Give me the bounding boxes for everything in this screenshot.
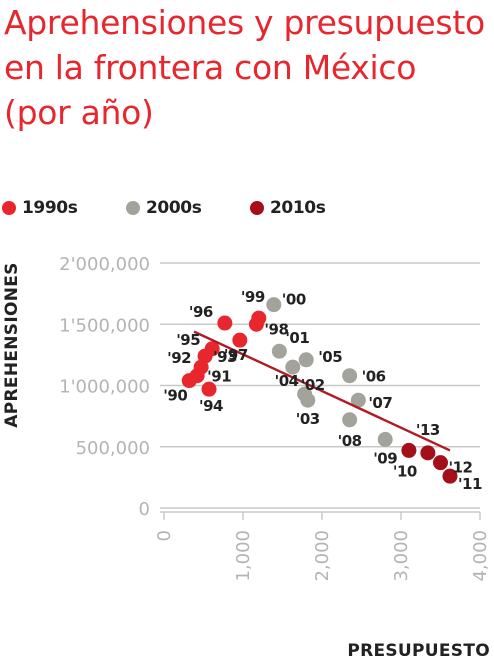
legend-marker-1990s	[2, 201, 16, 215]
point-label: '06	[362, 368, 386, 386]
data-point-2000s	[266, 297, 282, 313]
legend-label-2010s: 2010s	[270, 198, 326, 218]
legend-item-2000s: 2000s	[126, 195, 202, 221]
legend-marker-2010s	[250, 201, 264, 215]
legend: 1990s 2000s 2010s	[0, 195, 494, 221]
legend-item-2010s: 2010s	[250, 195, 326, 221]
legend-label-1990s: 1990s	[22, 198, 78, 218]
point-label: '05	[318, 348, 342, 366]
data-point-2000s	[342, 412, 358, 428]
data-point-1990s	[232, 332, 248, 348]
data-point-1990s	[204, 341, 220, 357]
point-label: '08	[338, 432, 362, 450]
point-label: '10	[393, 462, 417, 480]
data-point-2010s	[401, 442, 417, 458]
legend-label-2000s: 2000s	[146, 198, 202, 218]
data-point-2000s	[377, 431, 393, 447]
point-label: '99	[241, 288, 265, 306]
point-label: '92	[167, 349, 191, 367]
data-point-2000s	[285, 359, 301, 375]
data-point-2010s	[442, 468, 458, 484]
point-label: '13	[416, 421, 440, 439]
x-tick-label: 1,000	[233, 530, 254, 582]
x-tick-label: 3,000	[391, 530, 412, 582]
point-label: '94	[199, 397, 223, 415]
legend-item-1990s: 1990s	[2, 195, 78, 221]
data-point-1990s	[201, 381, 217, 397]
point-label: '97	[224, 346, 248, 364]
point-label: '02	[301, 376, 325, 394]
legend-marker-2000s	[126, 201, 140, 215]
point-label: '07	[368, 394, 392, 412]
data-point-2010s	[433, 455, 448, 471]
data-point-2000s	[350, 392, 366, 408]
y-axis-title: APREHENSIONES	[2, 262, 22, 427]
x-axis-title: PRESUPUESTO	[347, 641, 490, 660]
point-label: '01	[285, 329, 309, 347]
chart-title: Aprehensiones y presupuesto en la fronte…	[4, 3, 485, 132]
point-label: '98	[264, 320, 288, 338]
y-tick-label: 500,000	[76, 438, 150, 459]
point-label: '09	[373, 449, 397, 467]
point-label: '00	[282, 291, 306, 309]
point-label: '93	[213, 348, 237, 366]
point-label: '91	[207, 368, 231, 386]
point-label: '96	[189, 303, 213, 321]
trend-line	[193, 330, 451, 452]
y-tick-label: 1'500,000	[59, 315, 150, 336]
point-label: '11	[458, 475, 482, 493]
y-tick-label: 2'000,000	[59, 254, 150, 275]
x-tick-label: 4,000	[470, 530, 491, 582]
point-label: '90	[163, 387, 187, 405]
point-label: '12	[449, 459, 473, 477]
data-point-1990s	[251, 310, 267, 326]
data-point-2010s	[420, 445, 436, 461]
data-point-2000s	[297, 386, 313, 402]
point-label: '03	[296, 410, 320, 428]
point-label: '04	[275, 372, 299, 390]
data-point-2000s	[271, 343, 287, 359]
x-tick-label: 2,000	[312, 530, 333, 582]
data-point-2000s	[298, 352, 314, 368]
data-point-2000s	[342, 368, 358, 384]
y-tick-label: 1'000,000	[59, 377, 150, 398]
point-label: '95	[176, 331, 200, 349]
y-tick-label: 0	[139, 499, 150, 520]
data-point-1990s	[217, 315, 233, 331]
x-tick-label: 0	[154, 530, 175, 541]
